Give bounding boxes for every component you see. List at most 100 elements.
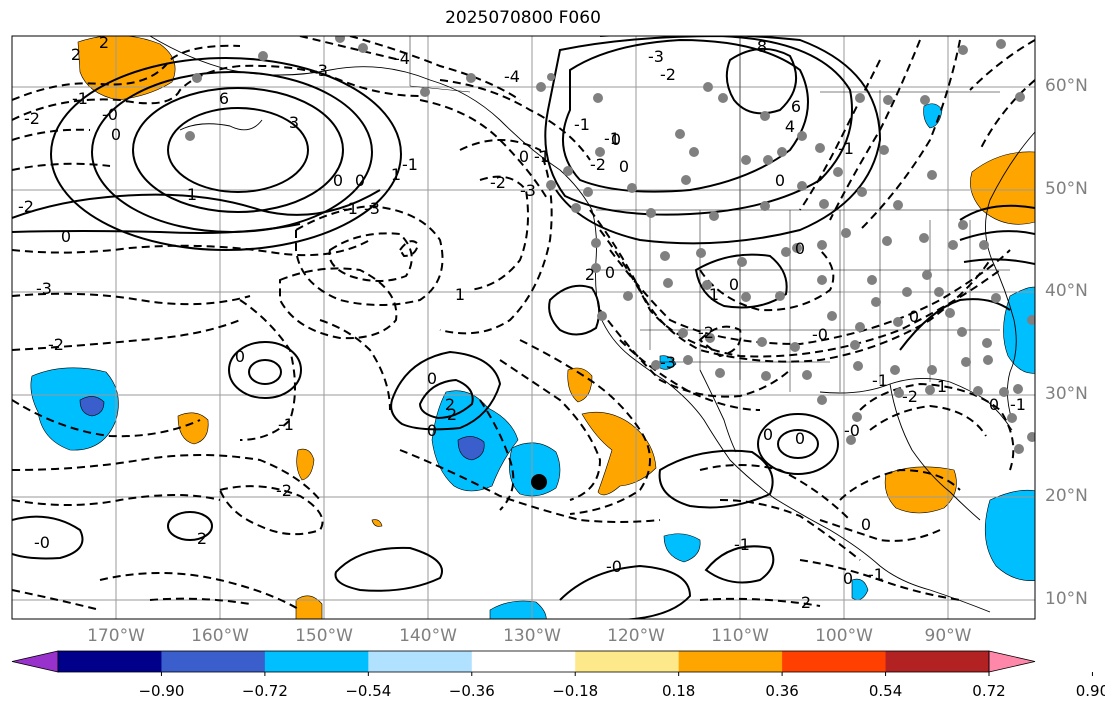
contour-label: 0 — [763, 425, 773, 444]
lon-tick-label: 120°W — [607, 626, 665, 646]
highlight-station-marker — [531, 474, 547, 490]
colorbar — [11, 650, 1093, 676]
shade-blue-small-1 — [663, 533, 701, 563]
contour-label: 0 — [519, 147, 529, 166]
shade-orange-2 — [296, 448, 315, 481]
contour-label: -1 — [1010, 395, 1026, 414]
contour-label: 4 — [785, 117, 795, 136]
colorbar-segment — [678, 651, 783, 672]
contour-label: 0 — [235, 347, 245, 366]
contour-label: -1 — [838, 139, 854, 158]
contour-label: -2 — [698, 323, 714, 342]
shade-blue-west-pacific — [30, 367, 119, 451]
colorbar-outline — [57, 650, 990, 673]
lat-tick-label: 50°N — [1045, 178, 1088, 199]
contour-label: -4 — [504, 67, 520, 86]
contour-label: -1 — [604, 129, 620, 148]
colorbar-segment — [782, 651, 887, 672]
contour-label: 2 — [445, 395, 455, 414]
colorbar-segment — [161, 651, 266, 672]
map-frame — [11, 35, 1036, 620]
contour-label: -1 — [734, 535, 750, 554]
contour-label: -2 — [660, 65, 676, 84]
contour-label: 6 — [791, 97, 801, 116]
contour-label: 1 — [455, 285, 465, 304]
contour-label: -2 — [590, 155, 606, 174]
contour-label: -3 — [312, 61, 328, 80]
contour-label: -0 — [844, 421, 860, 440]
contour-label: 1 — [391, 165, 401, 184]
lat-tick-label: 40°N — [1045, 281, 1088, 302]
station-markers — [185, 36, 1035, 454]
contour-label: -3 — [648, 47, 664, 66]
shade-blue-east-coast — [1003, 286, 1035, 374]
contour-label: 0 — [605, 263, 615, 282]
colorbar-segment — [58, 651, 162, 672]
shade-darkblue-central — [457, 436, 485, 461]
colorbar-segment — [264, 651, 369, 672]
contour-label: 0 — [611, 130, 621, 149]
negative-contours — [12, 36, 1035, 611]
contour-label: -3 — [520, 181, 536, 200]
contour-label: 0 — [775, 171, 785, 190]
political-borders — [409, 36, 1010, 392]
colorbar-segment — [368, 651, 473, 672]
colorbar-tick-label: −0.54 — [345, 682, 392, 700]
lon-tick-label: 170°W — [87, 626, 145, 646]
contour-label: -0 — [102, 105, 118, 124]
contour-label: -0 — [606, 557, 622, 576]
lon-tick-label: 90°W — [924, 626, 972, 646]
contour-label: 3 — [289, 113, 299, 132]
colorbar-extend-high — [988, 650, 1036, 673]
colorbar-tick-label: −0.90 — [138, 682, 185, 700]
colorbar-segment — [885, 651, 990, 672]
shade-blue-small-4 — [659, 355, 677, 370]
contour-label: 1 — [187, 185, 197, 204]
lon-tick-label: 110°W — [711, 626, 769, 646]
contour-label: 2 — [585, 265, 595, 284]
contour-label: -0 — [34, 533, 50, 552]
colorbar-segment — [471, 651, 576, 672]
contour-label: 0 — [427, 421, 437, 440]
contour-label: 0 — [843, 569, 853, 588]
shade-orange-4 — [581, 411, 657, 496]
contour-label: -3 — [660, 353, 676, 372]
contour-label: -4 — [394, 49, 410, 68]
lat-tick-label: 60°N — [1045, 76, 1088, 96]
colorbar-tick-label: 0.90 — [1075, 682, 1105, 700]
contour-label: 2 — [99, 33, 109, 52]
lat-tick-label: 30°N — [1045, 383, 1088, 404]
shade-orange-bottom — [295, 595, 323, 619]
contour-label: -1 — [872, 371, 888, 390]
contour-label: 1 — [937, 377, 947, 396]
colorbar-tick-label: 0.18 — [661, 682, 696, 700]
lat-tick-label: 10°N — [1045, 589, 1088, 609]
shade-blue-east-south — [984, 489, 1035, 581]
map-title: 2025070800 F060 — [445, 8, 601, 28]
contour-label: -0 — [812, 325, 828, 344]
contour-label: 0 — [795, 429, 805, 448]
shade-orange-3 — [567, 367, 593, 403]
contour-label: -2 — [24, 109, 40, 128]
lon-tick-label: 160°W — [191, 626, 249, 646]
contour-label: 0 — [355, 171, 365, 190]
shade-darkblue-west-pacific — [79, 396, 105, 417]
contour-label: -1 — [574, 115, 590, 134]
contour-label: -1 — [868, 565, 884, 584]
contour-label: 2 — [447, 405, 457, 424]
shade-blue-small-3 — [851, 578, 869, 601]
shade-orange-1 — [177, 412, 209, 445]
contour-labels: 22-1-2 -00-3-46310-2-3-20-10-11-3-4-2-1-1… — [18, 33, 1026, 612]
lon-tick-label: 140°W — [399, 626, 457, 646]
shade-blue-south — [509, 442, 561, 497]
contour-label: -2 — [276, 481, 292, 500]
shade-orange-small — [371, 519, 383, 527]
contour-label: 0 — [989, 395, 999, 414]
colorbar-tick-label: 0.72 — [972, 682, 1006, 700]
contour-label: 0 — [795, 239, 805, 258]
contour-label: 0 — [61, 227, 71, 246]
map-panel: 22-1-2 -00-3-46310-2-3-20-10-11-3-4-2-1-1… — [12, 33, 1035, 619]
contour-label: 2 — [71, 45, 81, 64]
contour-label: 0 — [111, 125, 121, 144]
